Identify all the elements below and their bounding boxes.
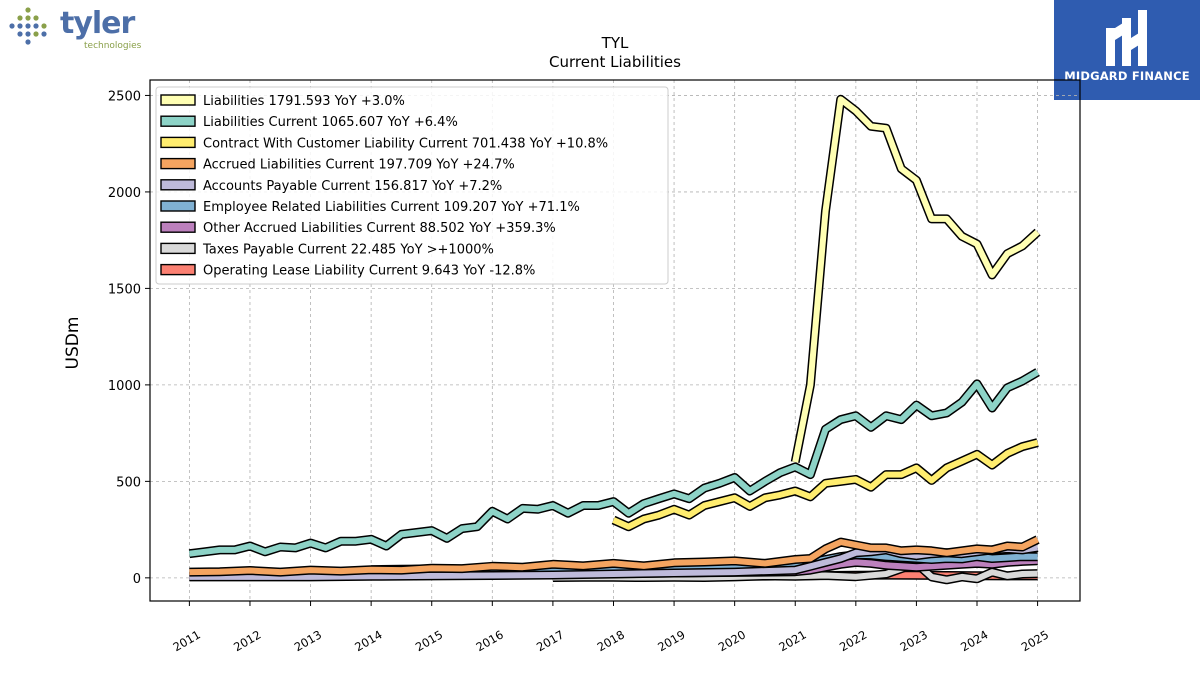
x-tick-label: 2011	[171, 627, 203, 654]
x-tick-label: 2018	[595, 627, 627, 654]
series-lines	[188, 94, 1041, 585]
x-tick-label: 2020	[716, 627, 748, 654]
x-tick-label: 2014	[352, 627, 384, 654]
x-tick-label: 2019	[655, 627, 687, 654]
series-line-liabilities	[792, 96, 1040, 463]
y-tick-label: 0	[133, 572, 141, 587]
legend-swatch	[160, 242, 196, 255]
legend-entry: Accounts Payable Current 156.817 YoY +7.…	[203, 179, 502, 194]
legend-swatch	[160, 179, 196, 191]
y-tick-label: 1000	[108, 379, 141, 394]
x-tick-label: 2015	[413, 627, 445, 654]
x-tick-label: 2016	[473, 627, 505, 654]
legend-box	[155, 86, 669, 285]
legend-swatch	[160, 200, 196, 212]
tyler-logo: tyler technologies	[4, 4, 154, 54]
y-axis: 0 500 1000 1500 2000 2500	[108, 89, 150, 587]
legend-swatch	[160, 221, 196, 233]
legend-entry: Other Accrued Liabilities Current 88.502…	[203, 221, 556, 236]
y-tick-label: 2000	[108, 186, 141, 201]
midgard-mark-icon	[1106, 10, 1147, 66]
legend-entry: Liabilities 1791.593 YoY +3.0%	[203, 94, 405, 109]
tyler-brand-text: tyler	[60, 6, 135, 41]
legend-entry: Taxes Payable Current 22.485 YoY >+1000%	[202, 242, 494, 257]
x-axis: 2011 2012 2013 2014 2015 2016 2017 2018 2019 2020…	[171, 601, 1051, 654]
chart-subtitle: Current Liabilities	[549, 53, 681, 71]
legend-swatch	[160, 136, 196, 149]
x-tick-label: 2023	[898, 627, 930, 654]
series-line-contract-with-customer-liability-current	[612, 439, 1039, 530]
y-axis-label: USDm	[63, 317, 83, 370]
legend-swatch	[160, 115, 196, 127]
chart-title: TYL	[601, 34, 629, 52]
legend-swatch	[160, 263, 196, 276]
legend-swatch	[160, 157, 196, 170]
legend-entry: Accrued Liabilities Current 197.709 YoY …	[203, 158, 515, 173]
y-tick-label: 500	[116, 475, 141, 490]
midgard-caption: MIDGARD FINANCE	[1064, 69, 1190, 83]
legend-entry: Contract With Customer Liability Current…	[203, 136, 608, 151]
x-tick-label: 2024	[958, 627, 990, 654]
series-line-accrued-liabilities-current	[189, 536, 1039, 576]
legend-entry: Operating Lease Liability Current 9.643 …	[203, 264, 535, 279]
legend: Liabilities 1791.593 YoY +3.0% Liabilitie…	[155, 86, 669, 285]
x-tick-label: 2012	[231, 627, 263, 654]
y-tick-label: 2500	[108, 89, 141, 104]
x-tick-label: 2013	[292, 627, 324, 654]
x-tick-label: 2025	[1019, 627, 1051, 654]
series-line-liabilities-current	[189, 369, 1040, 557]
legend-entry: Employee Related Liabilities Current 109…	[203, 200, 580, 215]
x-tick-label: 2021	[776, 627, 808, 654]
x-tick-label: 2017	[534, 627, 566, 654]
plot-frame	[149, 79, 1081, 602]
x-tick-label: 2022	[837, 627, 869, 654]
legend-swatch	[160, 94, 196, 106]
tyler-dots-icon	[9, 7, 47, 45]
legend-entry: Liabilities Current 1065.607 YoY +6.4%	[203, 115, 458, 130]
y-tick-label: 1500	[108, 282, 141, 297]
tyler-sub-text: technologies	[84, 41, 142, 51]
midgard-logo: MIDGARD FINANCE	[1054, 0, 1200, 100]
